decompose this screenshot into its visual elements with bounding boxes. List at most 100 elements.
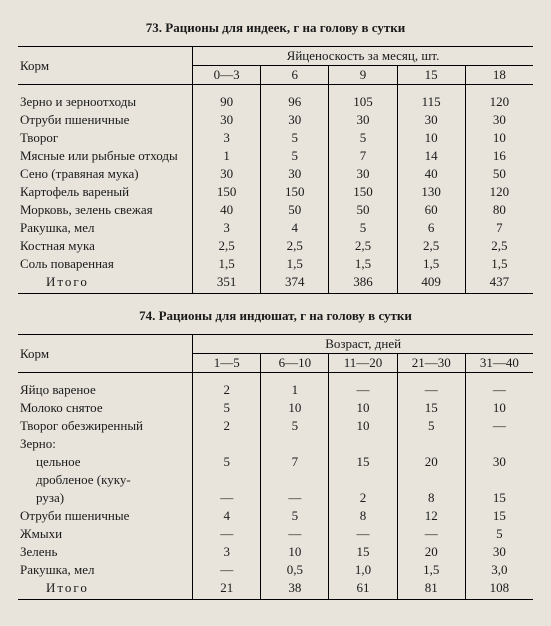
- value-cell: —: [193, 561, 261, 579]
- table1-title: 73. Рационы для индеек, г на голову в су…: [18, 20, 533, 36]
- value-cell: 3,0: [465, 561, 533, 579]
- value-cell: [465, 471, 533, 489]
- value-cell: 61: [329, 579, 397, 600]
- table-row: Творог обезжиренный25105—: [18, 417, 533, 435]
- col-header: 21—30: [397, 354, 465, 373]
- table-row: дробленое (куку-: [18, 471, 533, 489]
- table-row: Зелень310152030: [18, 543, 533, 561]
- value-cell: 351: [193, 273, 261, 294]
- table-row: Сено (травяная мука)3030304050: [18, 165, 533, 183]
- value-cell: 20: [397, 543, 465, 561]
- value-cell: 10: [397, 129, 465, 147]
- value-cell: 2,5: [397, 237, 465, 255]
- value-cell: 15: [329, 453, 397, 471]
- value-cell: 5: [329, 219, 397, 237]
- value-cell: 80: [465, 201, 533, 219]
- value-cell: —: [397, 381, 465, 399]
- value-cell: [261, 471, 329, 489]
- feed-label: руза): [18, 489, 193, 507]
- table-row: Картофель вареный150150150130120: [18, 183, 533, 201]
- value-cell: 10: [329, 399, 397, 417]
- value-cell: 5: [329, 129, 397, 147]
- value-cell: 10: [261, 543, 329, 561]
- feed-label: цельное: [18, 453, 193, 471]
- table-row: Зерно и зерноотходы9096105115120: [18, 93, 533, 111]
- value-cell: 30: [465, 453, 533, 471]
- value-cell: 150: [261, 183, 329, 201]
- value-cell: [193, 435, 261, 453]
- value-cell: 120: [465, 93, 533, 111]
- value-cell: 30: [329, 111, 397, 129]
- value-cell: 38: [261, 579, 329, 600]
- feed-label: Яйцо вареное: [18, 381, 193, 399]
- table-row: Молоко снятое510101510: [18, 399, 533, 417]
- value-cell: 2: [329, 489, 397, 507]
- value-cell: 386: [329, 273, 397, 294]
- value-cell: 1,5: [397, 255, 465, 273]
- value-cell: 60: [397, 201, 465, 219]
- value-cell: [397, 435, 465, 453]
- value-cell: 2,5: [329, 237, 397, 255]
- value-cell: 115: [397, 93, 465, 111]
- value-cell: 1,5: [261, 255, 329, 273]
- feed-label: Мясные или рыбные отходы: [18, 147, 193, 165]
- value-cell: 50: [465, 165, 533, 183]
- value-cell: 90: [193, 93, 261, 111]
- col-header: 6—10: [261, 354, 329, 373]
- value-cell: —: [329, 381, 397, 399]
- value-cell: 5: [193, 399, 261, 417]
- value-cell: 437: [465, 273, 533, 294]
- value-cell: 1,5: [397, 561, 465, 579]
- col-header: 18: [465, 66, 533, 85]
- feed-label: Отруби пшеничные: [18, 507, 193, 525]
- table-row: Ракушка, мел—0,51,01,53,0: [18, 561, 533, 579]
- feed-label: Итого: [18, 579, 193, 600]
- value-cell: 50: [329, 201, 397, 219]
- table1-group-header: Яйценоскость за месяц, шт.: [193, 47, 533, 66]
- value-cell: 3: [193, 219, 261, 237]
- value-cell: 10: [465, 399, 533, 417]
- value-cell: 5: [261, 129, 329, 147]
- value-cell: [329, 471, 397, 489]
- value-cell: [329, 435, 397, 453]
- value-cell: 150: [329, 183, 397, 201]
- value-cell: 2,5: [261, 237, 329, 255]
- table2-feed-header: Корм: [18, 335, 193, 373]
- value-cell: 30: [465, 543, 533, 561]
- value-cell: 21: [193, 579, 261, 600]
- feed-label: Отруби пшеничные: [18, 111, 193, 129]
- value-cell: 30: [329, 165, 397, 183]
- table-row: Отруби пшеничные3030303030: [18, 111, 533, 129]
- value-cell: 30: [261, 111, 329, 129]
- table-row: руза)——2815: [18, 489, 533, 507]
- value-cell: —: [397, 525, 465, 543]
- feed-label: дробленое (куку-: [18, 471, 193, 489]
- table-row: Костная мука2,52,52,52,52,5: [18, 237, 533, 255]
- value-cell: 15: [465, 489, 533, 507]
- feed-label: Зерно:: [18, 435, 193, 453]
- value-cell: 8: [397, 489, 465, 507]
- value-cell: 409: [397, 273, 465, 294]
- value-cell: 7: [465, 219, 533, 237]
- value-cell: 1,0: [329, 561, 397, 579]
- value-cell: 14: [397, 147, 465, 165]
- value-cell: 8: [329, 507, 397, 525]
- value-cell: 1,5: [193, 255, 261, 273]
- table-row: Творог3551010: [18, 129, 533, 147]
- col-header: 31—40: [465, 354, 533, 373]
- value-cell: 4: [261, 219, 329, 237]
- value-cell: 30: [193, 165, 261, 183]
- table-row: Соль поваренная1,51,51,51,51,5: [18, 255, 533, 273]
- value-cell: 2,5: [193, 237, 261, 255]
- table-row: Жмыхи————5: [18, 525, 533, 543]
- value-cell: 7: [261, 453, 329, 471]
- value-cell: 5: [193, 453, 261, 471]
- value-cell: 30: [397, 111, 465, 129]
- table2-group-header: Возраст, дней: [193, 335, 533, 354]
- value-cell: 1: [261, 381, 329, 399]
- value-cell: 30: [193, 111, 261, 129]
- value-cell: 15: [329, 543, 397, 561]
- value-cell: 2,5: [465, 237, 533, 255]
- value-cell: 20: [397, 453, 465, 471]
- value-cell: —: [193, 489, 261, 507]
